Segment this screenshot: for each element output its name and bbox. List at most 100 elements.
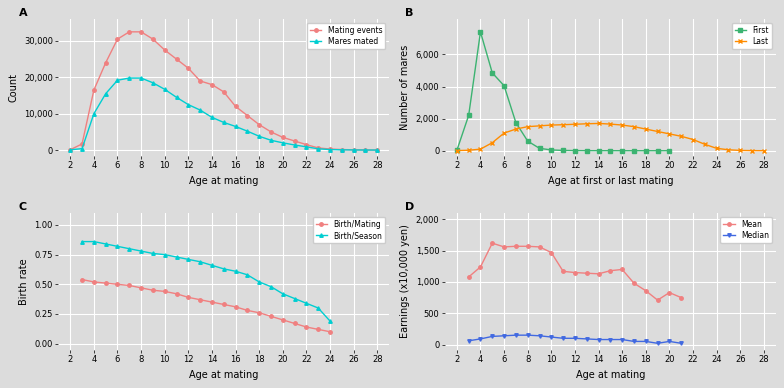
Birth/Mating (160, 289, 169, 294)
Mean (630, 281, 639, 286)
Mating events (113, 37, 122, 42)
Mating events (136, 29, 146, 34)
Last (759, 148, 768, 153)
Median (464, 338, 474, 343)
Last (688, 137, 698, 142)
Last (630, 124, 639, 129)
Birth/Season (101, 242, 111, 246)
Mares mated (160, 87, 169, 92)
Mares mated (195, 108, 205, 113)
Median (499, 333, 509, 338)
Last (464, 148, 474, 152)
Last (618, 123, 627, 127)
Mating events (219, 90, 228, 94)
Median (546, 335, 556, 340)
Line: Mean: Mean (467, 241, 683, 302)
Birth/Mating (290, 321, 299, 326)
Mean (582, 271, 591, 275)
First (488, 71, 497, 75)
Birth/Mating (78, 277, 87, 282)
Birth/Mating (195, 297, 205, 302)
Birth/Season (183, 257, 193, 262)
Mares mated (113, 78, 122, 83)
Birth/Season (267, 284, 276, 289)
Legend: Mean, Median: Mean, Median (720, 217, 771, 243)
Mating events (255, 122, 264, 127)
Mares mated (78, 146, 87, 151)
Median (582, 336, 591, 341)
Mean (476, 265, 485, 269)
Birth/Season (290, 296, 299, 301)
First (452, 148, 462, 153)
First (476, 29, 485, 34)
X-axis label: Age at first or last mating: Age at first or last mating (547, 176, 673, 186)
Mating events (337, 147, 347, 152)
Last (558, 122, 568, 127)
Birth/Season (160, 252, 169, 257)
Mating events (89, 88, 99, 92)
Birth/Mating (207, 300, 216, 305)
Birth/Mating (183, 295, 193, 300)
Birth/Mating (101, 281, 111, 286)
Text: C: C (19, 202, 27, 212)
Mating events (125, 29, 134, 34)
Birth/Season (78, 239, 87, 244)
Mares mated (349, 148, 358, 152)
Last (712, 146, 721, 151)
Median (641, 339, 651, 344)
Last (653, 129, 662, 134)
Mating events (230, 104, 240, 109)
Mares mated (66, 147, 75, 152)
Last (523, 124, 532, 129)
Median (665, 339, 674, 344)
Median (570, 336, 579, 341)
Line: Mares mated: Mares mated (68, 76, 379, 152)
Mating events (183, 66, 193, 71)
Last (511, 127, 521, 132)
Mating events (267, 130, 276, 134)
Line: Birth/Season: Birth/Season (80, 240, 332, 323)
Mean (464, 275, 474, 279)
Last (570, 122, 579, 126)
Median (677, 341, 686, 346)
Birth/Mating (219, 302, 228, 307)
Median (535, 333, 544, 338)
Birth/Mating (125, 283, 134, 288)
Mares mated (148, 80, 158, 85)
First (606, 148, 615, 153)
X-axis label: Age at mating: Age at mating (189, 370, 259, 380)
Last (476, 147, 485, 151)
Mares mated (101, 91, 111, 96)
Birth/Season (89, 239, 99, 244)
Mean (677, 295, 686, 300)
Last (735, 148, 745, 153)
Last (700, 142, 710, 147)
First (511, 120, 521, 125)
Last (499, 131, 509, 135)
Birth/Season (113, 244, 122, 249)
Birth/Mating (325, 329, 335, 334)
Y-axis label: Number of mares: Number of mares (400, 45, 410, 130)
X-axis label: Age at mating: Age at mating (575, 370, 645, 380)
Mating events (361, 147, 370, 152)
Median (511, 333, 521, 338)
Mares mated (302, 144, 311, 149)
Last (535, 123, 544, 128)
Mares mated (267, 138, 276, 143)
First (523, 139, 532, 144)
Mating events (290, 139, 299, 143)
Mating events (195, 79, 205, 83)
Mean (593, 272, 603, 276)
Mean (570, 270, 579, 275)
First (653, 148, 662, 153)
Mares mated (361, 148, 370, 152)
Line: Birth/Mating: Birth/Mating (80, 278, 332, 334)
Median (558, 336, 568, 341)
Mating events (314, 146, 323, 150)
Mares mated (337, 147, 347, 152)
Mating events (372, 148, 382, 152)
Mares mated (183, 102, 193, 107)
First (630, 148, 639, 153)
Median (476, 336, 485, 341)
Last (606, 122, 615, 126)
